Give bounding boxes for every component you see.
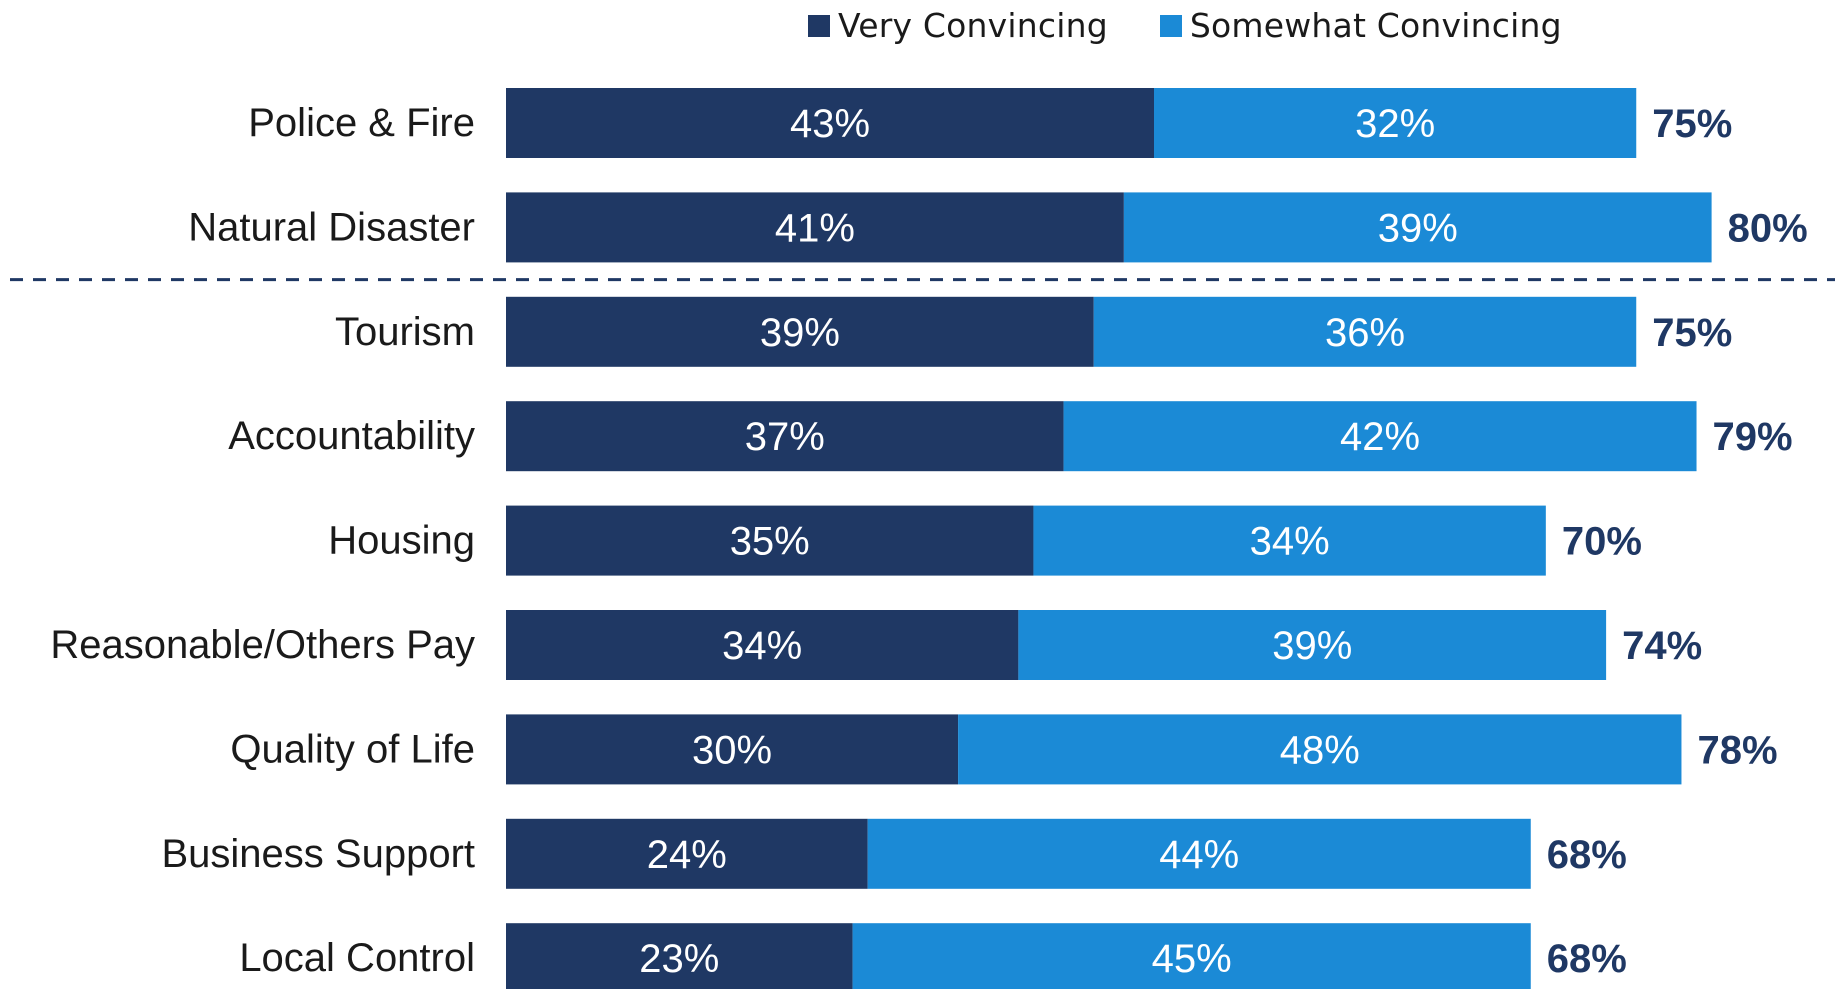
bar-somewhat-convincing-natural-disaster bbox=[1123, 192, 1712, 263]
total-label-tourism: 75% bbox=[1652, 311, 1732, 355]
data-label-very-convincing-business-support: 24% bbox=[647, 833, 727, 877]
data-label-somewhat-convincing-accountability: 42% bbox=[1340, 415, 1420, 459]
total-label-quality-of-life: 78% bbox=[1697, 728, 1777, 772]
category-label-business-support: Business Support bbox=[161, 832, 475, 876]
bar-very-convincing-accountability bbox=[506, 401, 1064, 472]
bar-somewhat-convincing-local-control bbox=[852, 923, 1531, 994]
data-label-somewhat-convincing-police-fire: 32% bbox=[1355, 102, 1435, 146]
data-label-very-convincing-tourism: 39% bbox=[760, 311, 840, 355]
bar-very-convincing-housing bbox=[506, 505, 1034, 576]
total-label-police-fire: 75% bbox=[1652, 102, 1732, 146]
legend-item-somewhat-convincing: Somewhat Convincing bbox=[1159, 6, 1562, 45]
data-label-very-convincing-reasonable-others-pay: 34% bbox=[722, 624, 802, 668]
bar-very-convincing-reasonable-others-pay bbox=[506, 610, 1019, 680]
total-label-housing: 70% bbox=[1562, 520, 1642, 564]
bar-somewhat-convincing-reasonable-others-pay bbox=[1018, 610, 1607, 680]
bar-somewhat-convincing-housing bbox=[1033, 505, 1546, 576]
total-label-accountability: 79% bbox=[1713, 415, 1793, 459]
category-label-natural-disaster: Natural Disaster bbox=[188, 205, 475, 249]
data-label-very-convincing-natural-disaster: 41% bbox=[775, 206, 855, 250]
category-label-tourism: Tourism bbox=[335, 310, 475, 354]
category-label-accountability: Accountability bbox=[228, 414, 475, 458]
bar-very-convincing-natural-disaster bbox=[506, 192, 1124, 263]
category-label-quality-of-life: Quality of Life bbox=[230, 727, 475, 771]
bar-very-convincing-business-support bbox=[506, 818, 868, 889]
data-label-very-convincing-police-fire: 43% bbox=[790, 102, 870, 146]
category-label-housing: Housing bbox=[328, 519, 475, 563]
total-label-natural-disaster: 80% bbox=[1728, 206, 1808, 250]
total-label-business-support: 68% bbox=[1547, 833, 1627, 877]
bar-very-convincing-police-fire bbox=[506, 88, 1155, 158]
data-label-somewhat-convincing-tourism: 36% bbox=[1325, 311, 1405, 355]
data-label-very-convincing-accountability: 37% bbox=[745, 415, 825, 459]
data-label-very-convincing-quality-of-life: 30% bbox=[692, 728, 772, 772]
bar-somewhat-convincing-quality-of-life bbox=[958, 714, 1682, 785]
legend-swatch-very-convincing bbox=[808, 14, 830, 37]
total-label-reasonable-others-pay: 74% bbox=[1622, 624, 1702, 668]
bar-somewhat-convincing-accountability bbox=[1063, 401, 1697, 472]
bar-very-convincing-tourism bbox=[506, 296, 1094, 367]
data-label-very-convincing-local-control: 23% bbox=[639, 937, 719, 981]
legend-item-very-convincing: Very Convincing bbox=[808, 6, 1108, 45]
category-label-reasonable-others-pay: Reasonable/Others Pay bbox=[50, 623, 475, 667]
data-label-somewhat-convincing-reasonable-others-pay: 39% bbox=[1272, 624, 1352, 668]
legend-swatch-somewhat-convincing bbox=[1159, 14, 1182, 37]
legend: Very Convincing Somewhat Convincing bbox=[808, 6, 1614, 45]
data-label-very-convincing-housing: 35% bbox=[730, 520, 810, 564]
bar-somewhat-convincing-police-fire bbox=[1154, 88, 1637, 158]
legend-label-somewhat-convincing: Somewhat Convincing bbox=[1189, 6, 1562, 45]
bar-somewhat-convincing-business-support bbox=[867, 818, 1531, 889]
legend-label-very-convincing: Very Convincing bbox=[838, 6, 1108, 45]
total-label-local-control: 68% bbox=[1547, 937, 1627, 981]
data-label-somewhat-convincing-housing: 34% bbox=[1250, 520, 1330, 564]
bar-very-convincing-local-control bbox=[506, 923, 853, 994]
data-label-somewhat-convincing-local-control: 45% bbox=[1152, 937, 1232, 981]
category-label-police-fire: Police & Fire bbox=[248, 101, 475, 145]
bar-somewhat-convincing-tourism bbox=[1093, 296, 1637, 367]
data-label-somewhat-convincing-natural-disaster: 39% bbox=[1378, 206, 1458, 250]
bar-very-convincing-quality-of-life bbox=[506, 714, 959, 785]
data-label-somewhat-convincing-quality-of-life: 48% bbox=[1280, 728, 1360, 772]
category-label-local-control: Local Control bbox=[239, 936, 475, 980]
data-label-somewhat-convincing-business-support: 44% bbox=[1159, 833, 1239, 877]
